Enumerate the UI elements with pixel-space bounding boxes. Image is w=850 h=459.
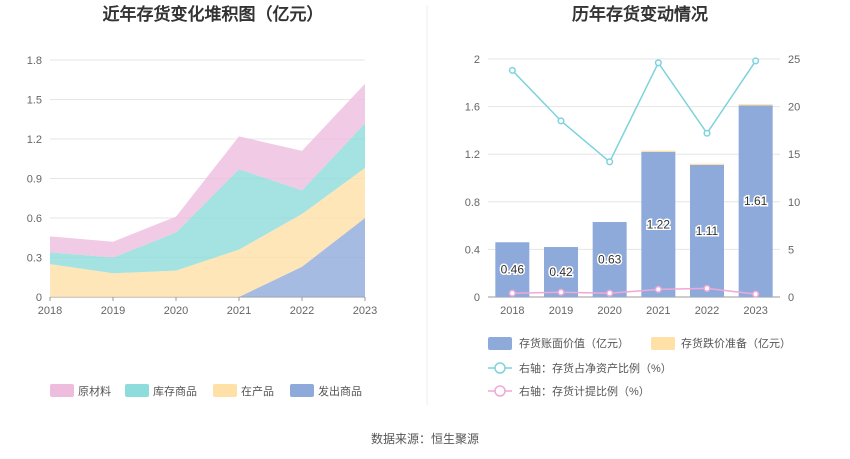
- x-tick-label: 2020: [164, 305, 188, 317]
- y-tick-label: 1.8: [27, 55, 42, 67]
- bar-value-label: 0.63: [598, 253, 622, 267]
- left-chart-title: 近年存货变化堆积图（亿元）: [103, 4, 324, 24]
- y-left-tick-label: 2: [474, 54, 480, 66]
- bar: [495, 242, 530, 297]
- y-left-tick-label: 1.6: [465, 102, 480, 114]
- bar-value-label: 1.22: [647, 217, 671, 231]
- right-bars: 0.46 0.42 0.63 1.22 1.11 1.61: [495, 104, 773, 297]
- area-series: [50, 123, 365, 274]
- left-x-axis: 2018 2019 2020 2021 2022 2023: [38, 297, 377, 317]
- y-left-tick-label: 0.8: [465, 197, 480, 209]
- x-tick-label: 2019: [101, 305, 125, 317]
- y-tick-label: 1.5: [27, 95, 42, 107]
- bar-provision: [641, 150, 676, 152]
- legend-label: 右轴：存货计提比例（%）: [519, 384, 650, 398]
- x-tick-label: 2018: [38, 305, 62, 317]
- legend-swatch: [213, 384, 237, 397]
- legend-marker: [494, 362, 506, 374]
- bar-value-label: 1.61: [744, 194, 768, 208]
- x-tick-label: 2019: [549, 305, 573, 317]
- bar: [690, 164, 724, 297]
- x-tick-label: 2023: [353, 305, 377, 317]
- y-tick-label: 0.3: [27, 253, 42, 265]
- left-legend: 原材料 库存商品 在产品 发出商品: [50, 384, 362, 398]
- x-tick-label: 2022: [290, 305, 314, 317]
- legend-label: 发出商品: [318, 384, 362, 398]
- y-tick-label: 0.6: [27, 213, 42, 225]
- left-areas: [50, 83, 365, 297]
- bar: [592, 222, 627, 297]
- bar-value-label: 0.46: [501, 263, 525, 277]
- right-grid: [488, 58, 780, 298]
- bar-provision: [738, 104, 773, 106]
- y-right-tick-label: 0: [788, 292, 794, 304]
- source-note: 数据来源：恒生聚源: [371, 431, 479, 446]
- x-tick-label: 2022: [695, 305, 719, 317]
- y-left-tick-label: 0.4: [465, 244, 480, 256]
- legend-swatch: [488, 337, 512, 350]
- legend-marker: [494, 385, 506, 397]
- y-right-tick-label: 5: [788, 244, 794, 256]
- line-series: [511, 60, 757, 164]
- x-tick-label: 2021: [227, 305, 251, 317]
- legend-label: 原材料: [78, 384, 111, 398]
- y-right-tick-label: 25: [788, 54, 800, 66]
- y-left-tick-label: 1.2: [465, 149, 480, 161]
- bar: [544, 247, 578, 297]
- legend-label: 库存商品: [153, 384, 197, 398]
- line-point: [508, 289, 516, 297]
- area-series: [50, 83, 365, 258]
- line-point: [752, 57, 760, 65]
- line-point: [606, 289, 614, 297]
- line-point: [508, 66, 516, 74]
- area-series: [50, 167, 365, 297]
- y-tick-label: 0: [36, 292, 42, 304]
- bar-value-label: 0.42: [549, 265, 573, 279]
- left-y-axis: 0 0.3 0.6 0.9 1.2 1.5 1.8: [27, 55, 42, 304]
- right-right-y-axis: 0 5 10 15 20 25: [788, 54, 800, 304]
- x-tick-label: 2020: [597, 305, 621, 317]
- line-point: [654, 285, 662, 293]
- y-tick-label: 0.9: [27, 174, 42, 186]
- legend-label: 右轴：存货占净资产比例（%）: [519, 361, 672, 375]
- y-right-tick-label: 10: [788, 197, 800, 209]
- x-tick-label: 2021: [646, 305, 670, 317]
- bar-value-label: 1.11: [696, 224, 719, 238]
- legend-label: 存货账面价值（亿元）: [519, 336, 629, 350]
- bar: [738, 105, 773, 297]
- bar-line-chart: 历年存货变动情况 0.46 0.420.631.22 1.111.61 00.40.…: [465, 4, 801, 398]
- right-left-y-axis: 0 0.4 0.8 1.2 1.6 2: [465, 54, 480, 304]
- area-series: [50, 218, 365, 297]
- line-point: [606, 158, 614, 166]
- bar-provision: [690, 163, 724, 165]
- legend-swatch: [290, 384, 314, 397]
- line-point: [703, 284, 711, 292]
- line-point: [654, 59, 662, 67]
- right-legend: 存货账面价值（亿元） 存货跌价准备（亿元） 右轴：存货占净资产比例（%） 右轴：存货计…: [488, 336, 791, 398]
- stacked-area-chart: 近年存货变化堆积图（亿元） 00.30.60.91.21.51.8 2018 20…: [27, 4, 378, 398]
- legend-label: 在产品: [241, 384, 274, 398]
- line-series: [512, 287, 756, 295]
- line-point: [752, 290, 760, 298]
- legend-swatch: [651, 337, 675, 350]
- line-point: [557, 288, 565, 296]
- right-x-axis: 2018 2019 2020 2021 2022 2023: [500, 305, 768, 317]
- bar: [641, 151, 676, 297]
- x-tick-label: 2023: [743, 305, 767, 317]
- legend-swatch: [50, 384, 74, 397]
- y-tick-label: 1.2: [27, 134, 42, 146]
- y-right-tick-label: 15: [788, 149, 800, 161]
- line-point: [703, 129, 711, 137]
- right-chart-title: 历年存货变动情况: [572, 4, 708, 24]
- x-tick-label: 2018: [500, 305, 524, 317]
- right-lines: [508, 57, 760, 298]
- legend-swatch: [125, 384, 149, 397]
- legend-label: 存货跌价准备（亿元）: [681, 336, 791, 350]
- y-left-tick-label: 0: [474, 292, 480, 304]
- y-right-tick-label: 20: [788, 102, 800, 114]
- line-point: [557, 117, 565, 125]
